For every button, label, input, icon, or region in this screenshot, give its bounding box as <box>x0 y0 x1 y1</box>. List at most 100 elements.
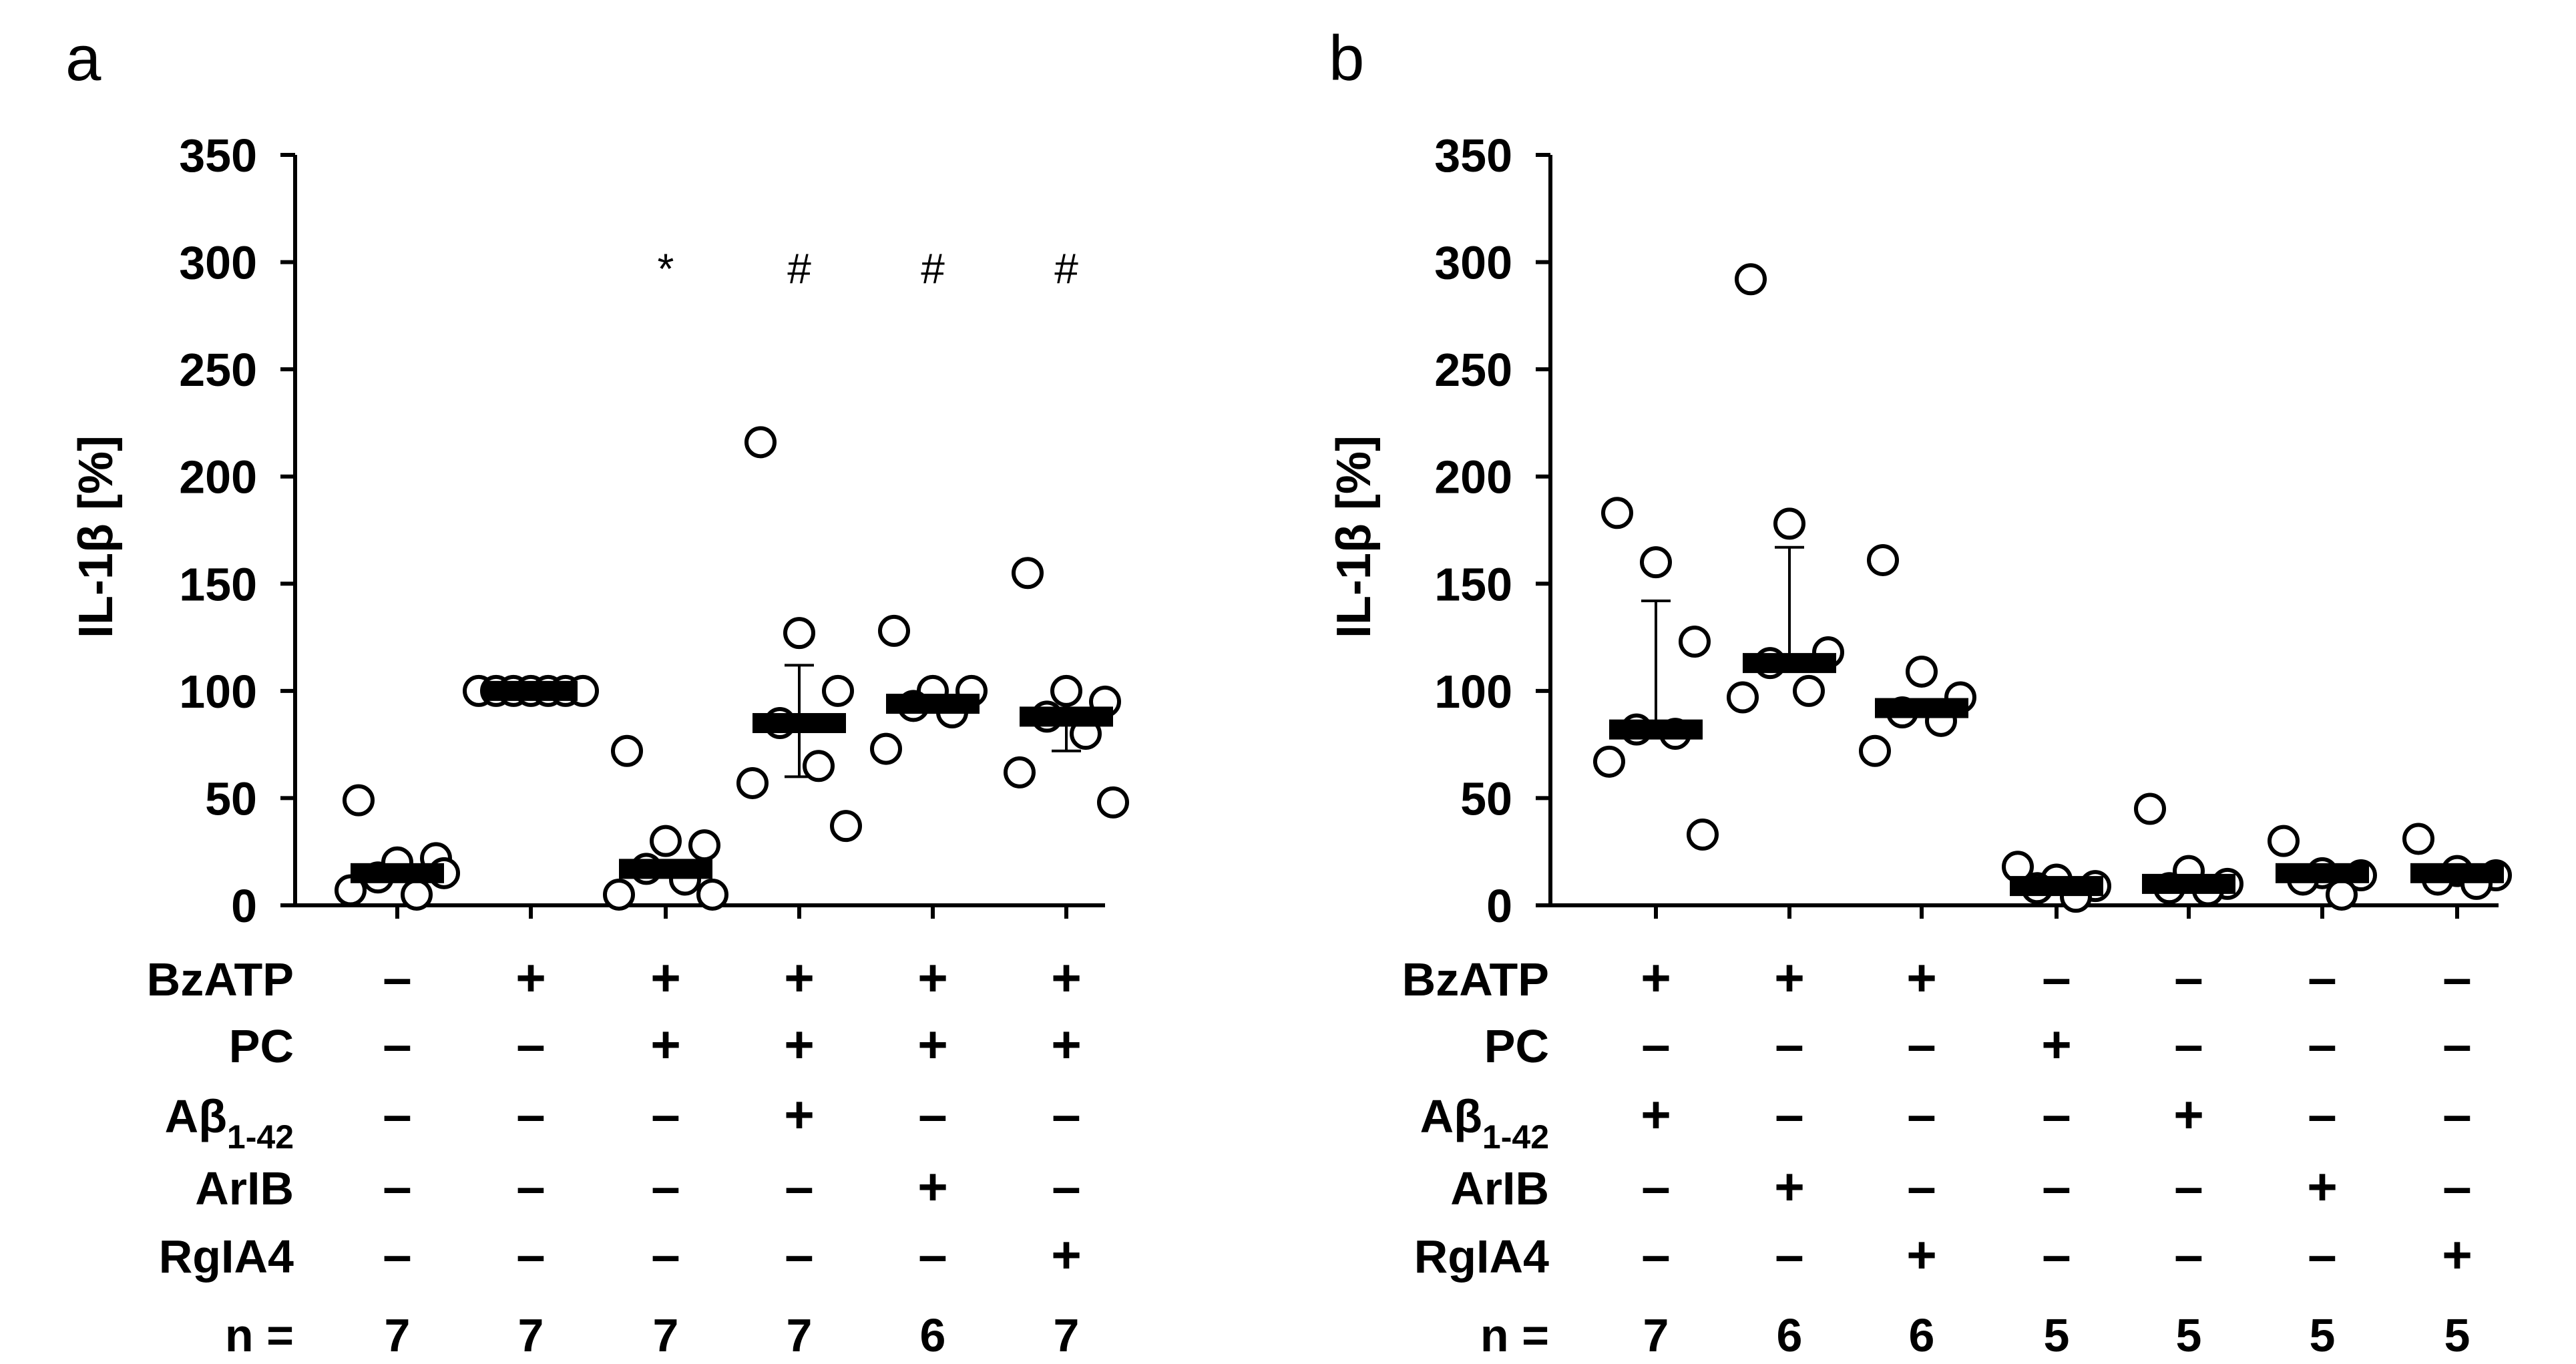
data-point <box>1640 546 1672 579</box>
condition-sign: + <box>2442 1225 2473 1284</box>
row-label: PC <box>229 1020 294 1072</box>
row-label-text: BzATP <box>147 953 294 1005</box>
y-axis-title: IL-1β [%] <box>69 435 123 638</box>
y-axis-title: IL-1β [%] <box>1327 435 1381 638</box>
condition-sign: + <box>2173 1085 2204 1144</box>
panel-label: b <box>1329 23 1364 94</box>
y-tick-label: 0 <box>1486 880 1512 932</box>
significance-mark: * <box>658 245 674 293</box>
row-label: Aβ1-42 <box>165 1090 294 1156</box>
condition-sign: – <box>1052 1085 1080 1144</box>
condition-sign: – <box>2442 1015 2471 1074</box>
significance-mark: # <box>921 245 945 293</box>
data-point <box>1012 557 1044 590</box>
y-tick-label: 200 <box>179 451 257 503</box>
condition-sign: – <box>2042 1157 2071 1216</box>
condition-sign: + <box>917 1157 948 1216</box>
condition-sign: – <box>2442 1085 2471 1144</box>
n-value: 5 <box>2310 1309 2336 1361</box>
condition-sign: – <box>516 1085 545 1144</box>
data-point <box>611 734 643 767</box>
n-value: 7 <box>1054 1309 1080 1361</box>
condition-sign: + <box>650 1015 681 1074</box>
row-label-text: ArIB <box>1450 1162 1549 1214</box>
row-label-text: ArIB <box>195 1162 294 1214</box>
condition-sign: – <box>1641 1157 1670 1216</box>
significance-mark: # <box>1054 245 1078 293</box>
data-point <box>1773 507 1805 540</box>
condition-sign: – <box>383 1225 411 1284</box>
data-point <box>1727 681 1759 714</box>
condition-sign: – <box>918 1225 947 1284</box>
data-group: + – – – – 7 <box>463 674 599 1361</box>
data-point <box>1679 625 1711 658</box>
n-row-label: n = <box>225 1309 294 1361</box>
data-point <box>401 878 433 911</box>
data-point <box>650 825 682 857</box>
data-point <box>822 674 854 707</box>
n-value: 5 <box>2444 1309 2471 1361</box>
condition-sign: + <box>650 948 681 1007</box>
condition-sign: + <box>1641 948 1671 1007</box>
condition-sign: – <box>1775 1085 1803 1144</box>
median-bar <box>351 863 444 883</box>
n-value: 7 <box>787 1309 813 1361</box>
data-point <box>1735 263 1767 296</box>
median-bar <box>2276 863 2369 883</box>
median-bar <box>2142 873 2235 894</box>
condition-sign: – <box>2308 948 2336 1007</box>
data-point <box>2326 878 2358 911</box>
data-group: * + + – – – 7 <box>603 245 728 1361</box>
data-point <box>603 878 635 911</box>
condition-sign: – <box>2442 948 2471 1007</box>
n-value: 6 <box>1777 1309 1803 1361</box>
condition-sign: – <box>1641 1225 1670 1284</box>
row-label-text: Aβ <box>165 1090 227 1142</box>
condition-sign: + <box>1641 1085 1671 1144</box>
data-point <box>870 732 902 765</box>
condition-sign: + <box>917 1015 948 1074</box>
condition-sign: + <box>784 1015 815 1074</box>
data-point <box>1687 819 1719 851</box>
data-point <box>1793 674 1825 707</box>
condition-sign: + <box>917 948 948 1007</box>
condition-sign: – <box>1907 1015 1936 1074</box>
n-value: 7 <box>1643 1309 1669 1361</box>
row-label: ArIB <box>1450 1162 1549 1214</box>
y-tick-label: 100 <box>1434 666 1512 718</box>
n-row-label: n = <box>1480 1309 1549 1361</box>
y-axis-title-main: IL-1β <box>1327 510 1381 638</box>
condition-sign: + <box>1051 1225 1082 1284</box>
condition-sign: – <box>785 1225 813 1284</box>
condition-sign: – <box>516 1015 545 1074</box>
median-bar <box>619 859 712 879</box>
n-value: 6 <box>1909 1309 1935 1361</box>
data-point <box>878 614 910 647</box>
row-label-text: PC <box>229 1020 294 1072</box>
data-group: + – – + – 6 <box>1727 263 1844 1361</box>
data-group: – – – – – 7 <box>335 784 460 1361</box>
row-label-text: Aβ <box>1420 1090 1482 1142</box>
condition-sign: – <box>651 1157 680 1216</box>
data-point <box>1050 674 1082 707</box>
median-bar <box>1020 706 1113 727</box>
condition-sign: + <box>784 1085 815 1144</box>
y-tick-label: 250 <box>179 344 257 396</box>
data-group: # + + + – – 7 <box>736 245 862 1361</box>
condition-sign: – <box>1641 1015 1670 1074</box>
n-value: 7 <box>518 1309 544 1361</box>
data-group: + – – – +6 <box>1859 543 1976 1361</box>
condition-sign: – <box>1775 1015 1803 1074</box>
y-tick-label: 50 <box>1460 772 1512 825</box>
condition-sign: – <box>2442 1157 2471 1216</box>
data-point <box>1867 543 1899 576</box>
condition-sign: + <box>515 948 546 1007</box>
row-label-subscript: 1-42 <box>1482 1118 1549 1156</box>
row-label: PC <box>1484 1020 1549 1072</box>
condition-sign: – <box>383 1157 411 1216</box>
data-point <box>1097 786 1129 819</box>
y-tick-label: 100 <box>179 666 257 718</box>
